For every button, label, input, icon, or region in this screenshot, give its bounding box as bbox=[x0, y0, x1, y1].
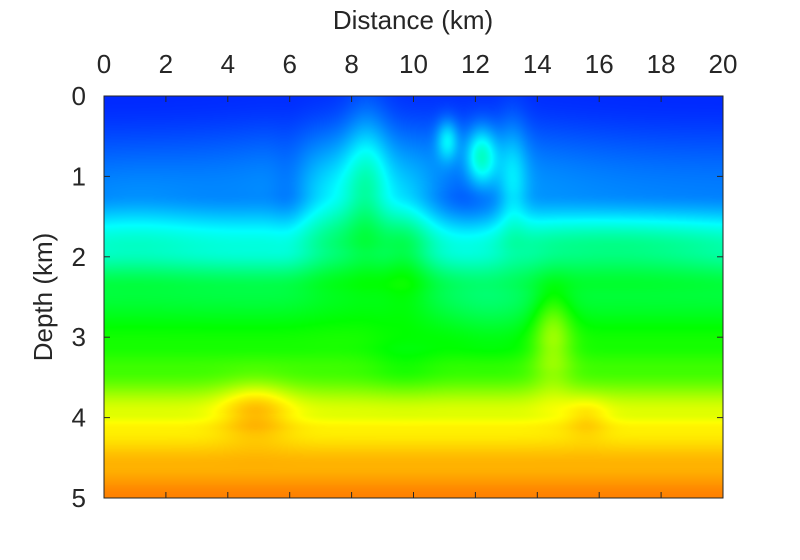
y-tick-label: 4 bbox=[72, 403, 86, 433]
x-tick-label: 6 bbox=[282, 49, 296, 79]
heatmap-plot-area bbox=[104, 96, 723, 498]
y-tick-label: 5 bbox=[72, 483, 86, 513]
x-tick-label: 18 bbox=[647, 49, 676, 79]
y-tick-label: 3 bbox=[72, 322, 86, 352]
y-tick-label: 0 bbox=[72, 81, 86, 111]
x-tick-label: 16 bbox=[585, 49, 614, 79]
x-tick-label: 0 bbox=[97, 49, 111, 79]
x-tick-label: 12 bbox=[461, 49, 490, 79]
x-tick-label: 8 bbox=[344, 49, 358, 79]
y-tick-label: 1 bbox=[72, 161, 86, 191]
x-tick-label: 2 bbox=[159, 49, 173, 79]
x-tick-label: 20 bbox=[709, 49, 738, 79]
y-tick-label: 2 bbox=[72, 242, 86, 272]
x-tick-label: 10 bbox=[399, 49, 428, 79]
x-tick-label: 14 bbox=[523, 49, 552, 79]
y-axis-label: Depth (km) bbox=[28, 233, 58, 362]
x-axis-label: Distance (km) bbox=[333, 5, 493, 35]
velocity-heatmap bbox=[104, 96, 723, 498]
x-tick-label: 4 bbox=[221, 49, 235, 79]
